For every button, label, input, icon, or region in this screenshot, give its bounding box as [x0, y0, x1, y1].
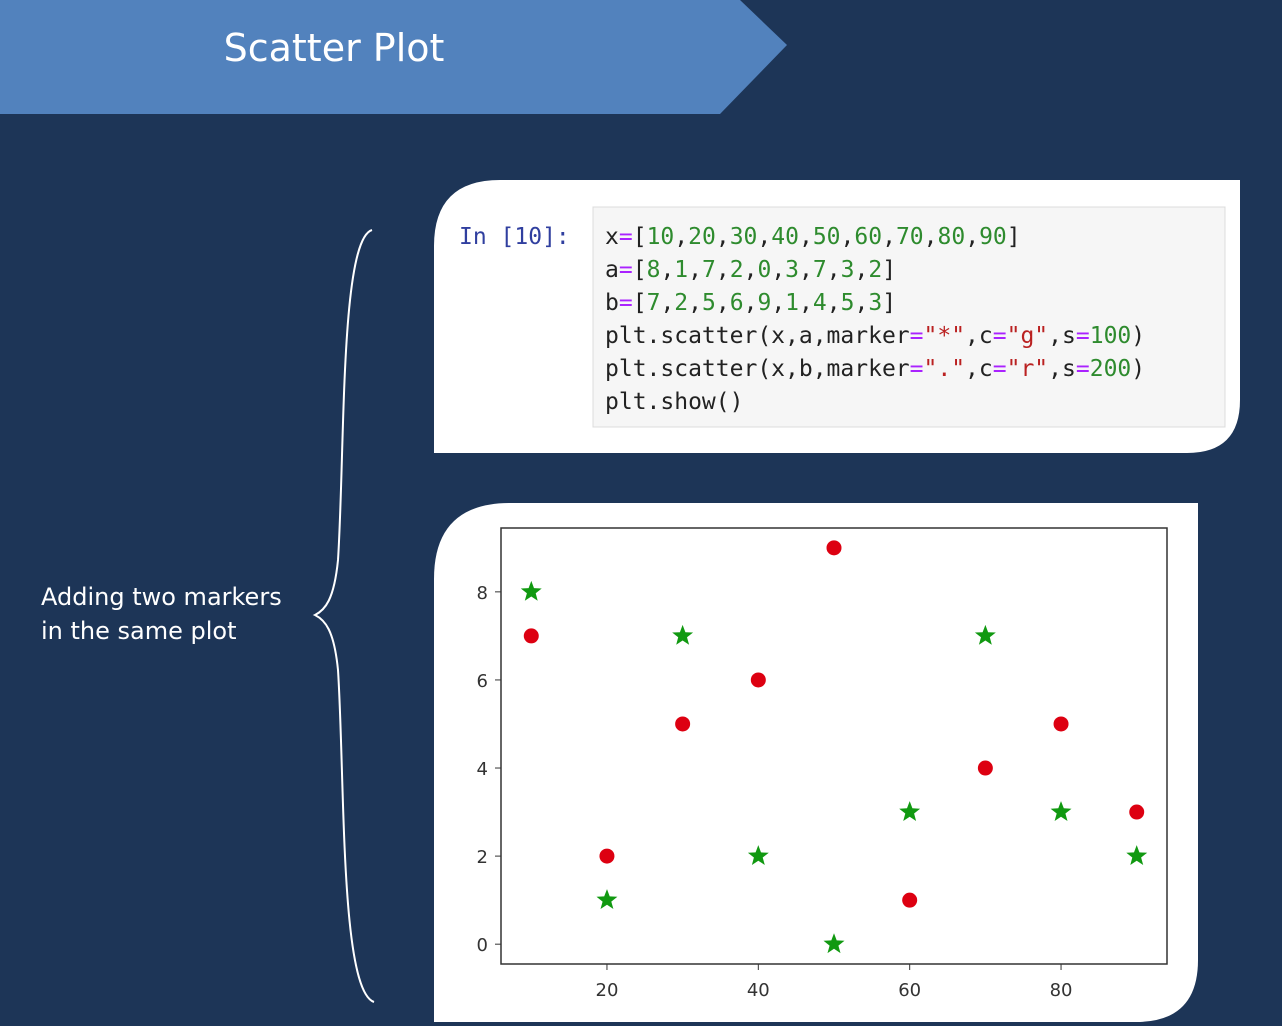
code-lines: x=[10,20,30,40,50,60,70,80,90] a=[8,1,7,2…	[605, 224, 1145, 415]
star-point	[974, 624, 996, 645]
star-point	[899, 801, 921, 821]
plot-card	[434, 503, 1198, 1022]
chart: 20 40 60 80 0 2 4 6 8	[477, 540, 1148, 1001]
y-tick-label: 2	[477, 847, 488, 868]
axes-frame	[500, 527, 1168, 965]
star-point	[672, 624, 694, 645]
code-line: plt.scatter(x,a,marker="*",c="g",s=100)	[605, 323, 1145, 349]
circle-point	[750, 672, 766, 688]
code-box	[592, 206, 1226, 428]
x-tick-label: 80	[1050, 980, 1073, 1001]
y-tick-label: 6	[477, 671, 488, 692]
x-tick-label: 20	[596, 980, 619, 1001]
code-line: plt.show()	[605, 389, 743, 415]
star-point	[1126, 845, 1148, 865]
circle-point	[599, 848, 615, 864]
y-tick-label: 8	[477, 583, 488, 604]
star-point	[596, 889, 618, 909]
y-tick-label: 4	[477, 759, 488, 780]
star-point	[1050, 801, 1072, 821]
brace	[312, 229, 375, 1003]
circle-point	[826, 540, 842, 556]
code-line: x=[10,20,30,40,50,60,70,80,90]	[605, 224, 1021, 250]
slide-title: Scatter Plot	[224, 26, 445, 70]
circle-point	[1129, 804, 1145, 820]
x-tick-label: 60	[898, 980, 921, 1001]
x-tick-label: 40	[747, 980, 770, 1001]
star-point	[520, 580, 542, 601]
code-line: a=[8,1,7,2,0,3,7,3,2]	[605, 257, 896, 283]
side-text: in the same plot	[41, 617, 237, 645]
circle-point	[523, 628, 539, 644]
side-text: Adding two markers	[41, 583, 282, 611]
title-banner	[0, 0, 787, 114]
circle-point	[1053, 716, 1069, 732]
star-point	[747, 845, 769, 865]
code-prompt: In [10]:	[459, 224, 570, 250]
y-tick-label: 0	[477, 935, 488, 956]
circle-point	[977, 760, 993, 776]
star-point	[823, 933, 845, 954]
code-line: b=[7,2,5,6,9,1,4,5,3]	[605, 290, 896, 316]
circle-point	[675, 716, 691, 732]
code-line: plt.scatter(x,b,marker=".",c="r",s=200)	[605, 356, 1145, 382]
circle-point	[902, 892, 918, 908]
